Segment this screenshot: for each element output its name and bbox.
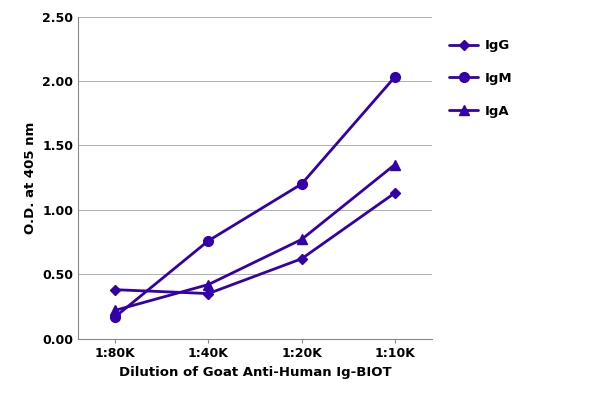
Line: IgM: IgM bbox=[110, 72, 400, 322]
IgG bbox=[391, 190, 398, 195]
IgA bbox=[112, 308, 119, 313]
Line: IgG: IgG bbox=[112, 190, 398, 297]
IgM bbox=[391, 75, 398, 80]
IgA bbox=[298, 237, 305, 242]
IgM bbox=[112, 314, 119, 319]
IgA bbox=[391, 162, 398, 167]
IgM bbox=[205, 238, 212, 243]
IgG bbox=[205, 291, 212, 296]
IgM bbox=[298, 182, 305, 187]
IgA bbox=[205, 282, 212, 287]
Y-axis label: O.D. at 405 nm: O.D. at 405 nm bbox=[23, 121, 37, 234]
IgG bbox=[112, 287, 119, 292]
X-axis label: Dilution of Goat Anti-Human Ig-BIOT: Dilution of Goat Anti-Human Ig-BIOT bbox=[119, 366, 391, 379]
IgG bbox=[298, 256, 305, 261]
Line: IgA: IgA bbox=[110, 160, 400, 315]
Legend: IgG, IgM, IgA: IgG, IgM, IgA bbox=[449, 39, 512, 118]
